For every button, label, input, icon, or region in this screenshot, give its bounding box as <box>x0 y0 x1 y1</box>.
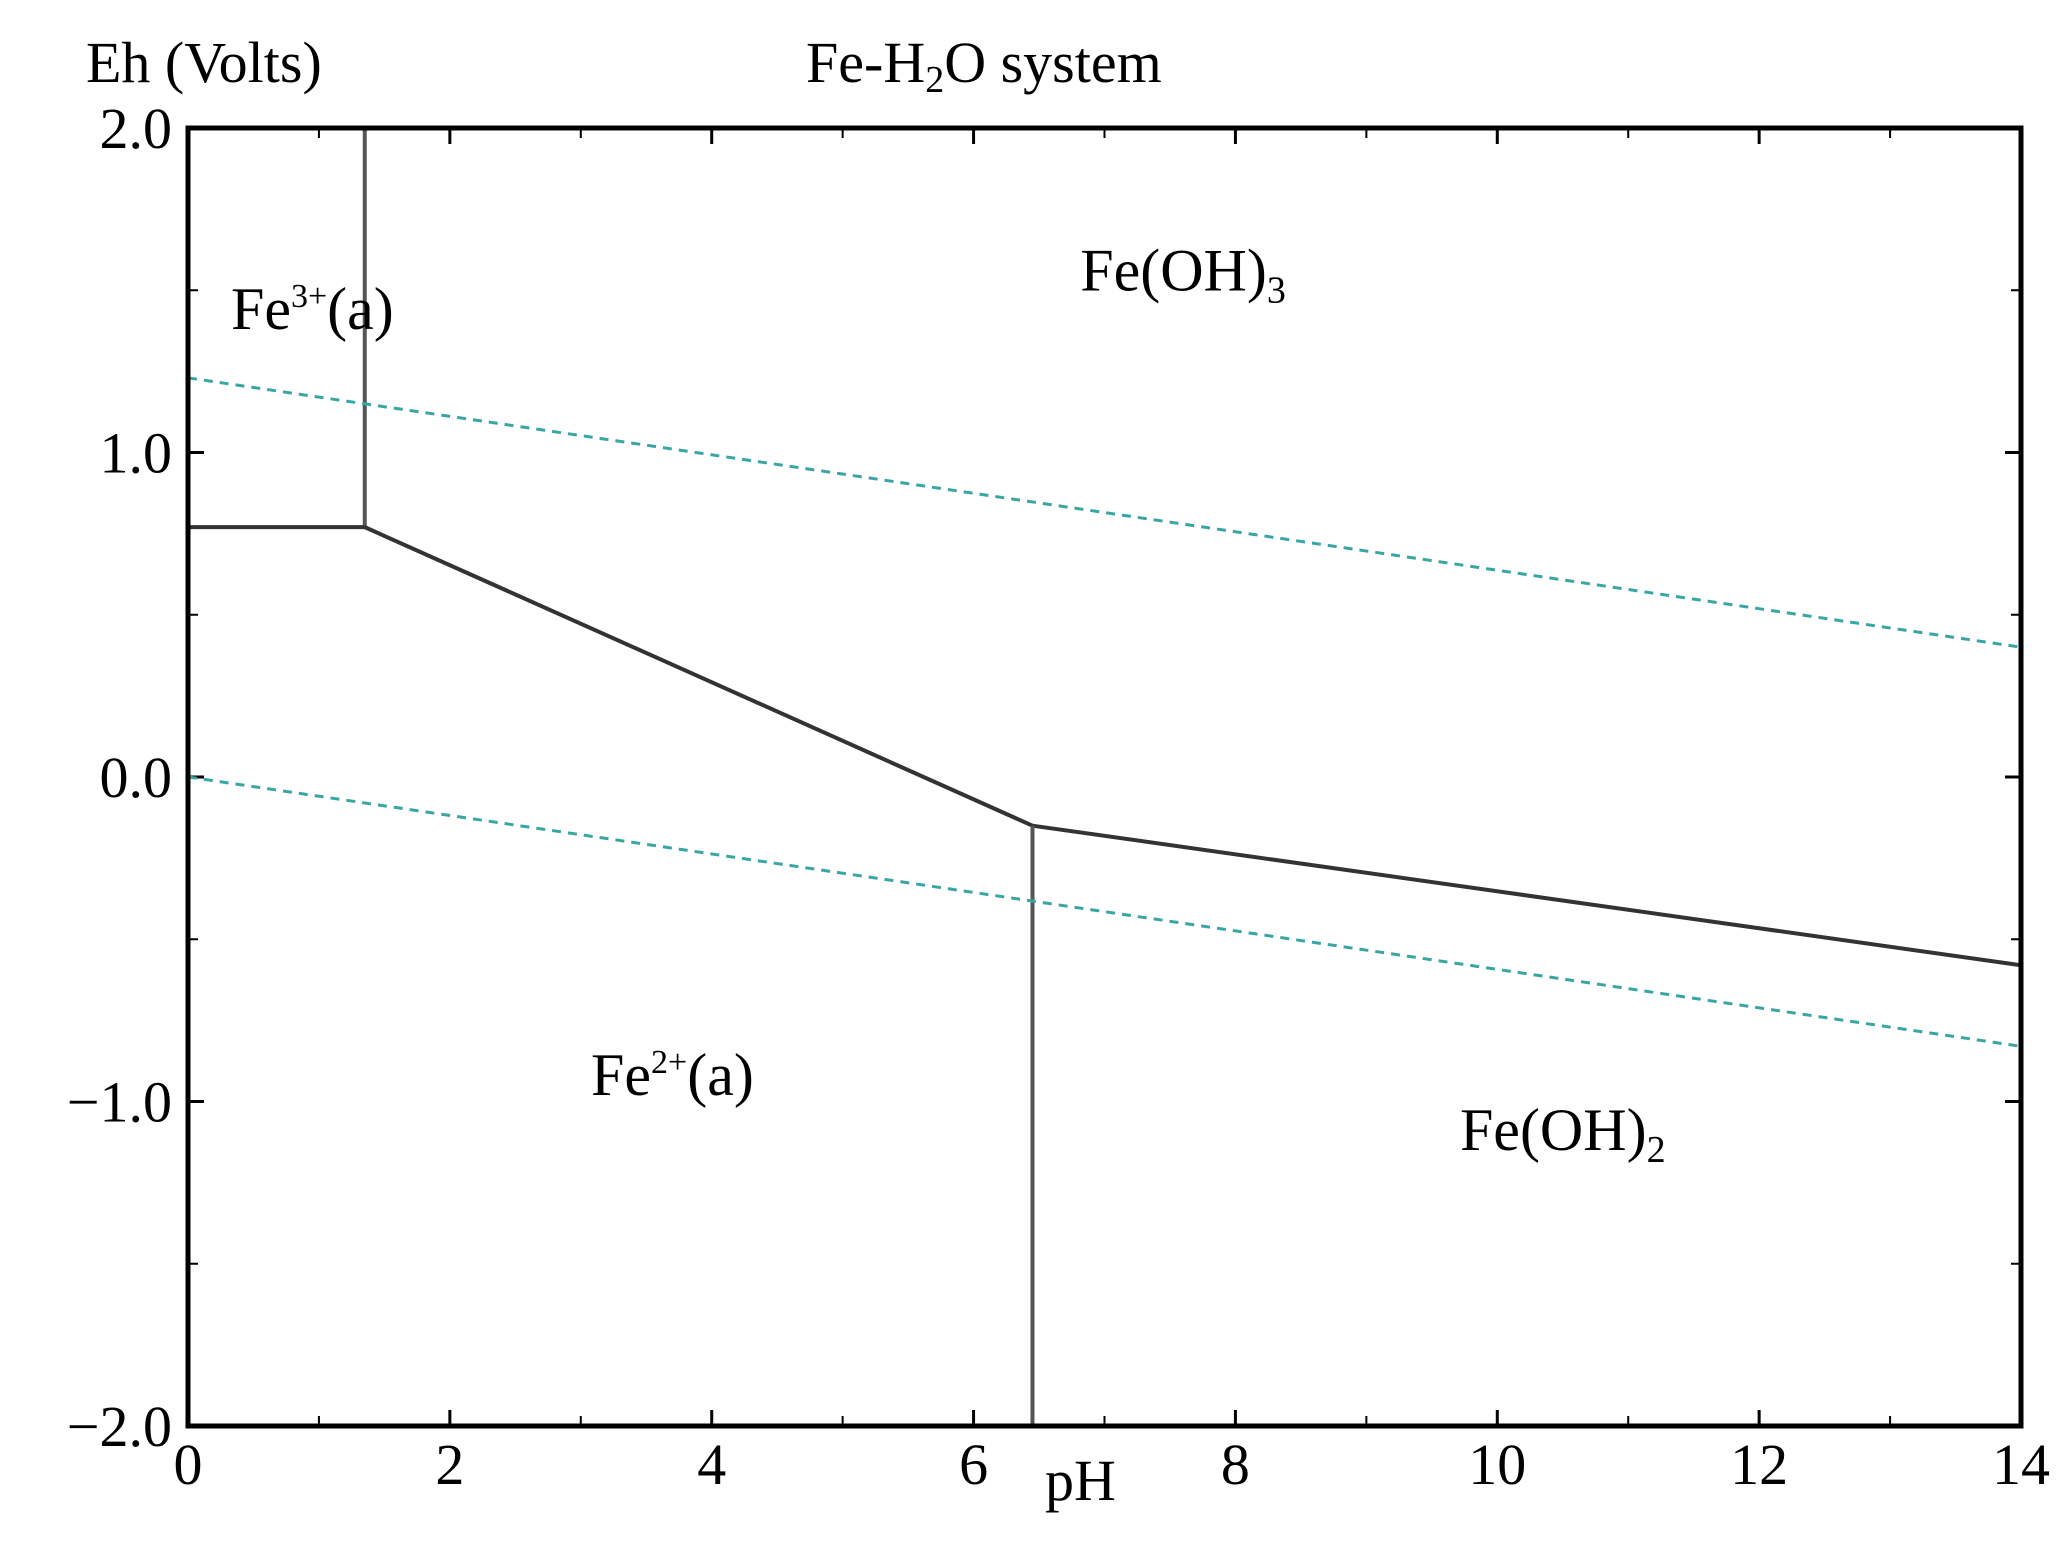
ticks-layer <box>186 126 2023 1428</box>
x-axis-title: pH <box>1045 1448 1116 1513</box>
x-tick-label: 0 <box>174 1432 203 1497</box>
region-label-suffix: (a) <box>687 1042 754 1108</box>
y-tick-label: 1.0 <box>100 421 173 486</box>
water-stability-line <box>187 376 2022 649</box>
chart-title: Fe-H2O system <box>806 30 1162 101</box>
x-tick-label: 6 <box>959 1432 988 1497</box>
region-label: Fe3+(a) <box>231 276 394 342</box>
phase-boundary-line <box>363 525 1034 828</box>
region-label: Fe(OH)3 <box>1080 237 1286 311</box>
region-label-superscript: 2+ <box>651 1044 687 1081</box>
plot-frame <box>185 125 2024 1429</box>
tick-labels-layer: 0 2 4 6 8 10 12 14 2.0 1.0 0.0 −1.0 −2.0 <box>67 96 2050 1497</box>
region-label-base: Fe <box>231 276 291 342</box>
region-label-subscript: 2 <box>1647 1129 1666 1171</box>
y-axis-title: Eh (Volts) <box>86 30 322 95</box>
y-tick-label: 0.0 <box>100 745 173 810</box>
region-label: Fe2+(a) <box>591 1042 754 1108</box>
x-tick-label: 10 <box>1468 1432 1526 1497</box>
region-label-base: Fe(OH) <box>1460 1097 1647 1163</box>
y-tick-label: −1.0 <box>67 1070 172 1135</box>
x-tick-label: 2 <box>435 1432 464 1497</box>
region-label-base: Fe(OH) <box>1080 237 1267 303</box>
boundary-lines-layer <box>187 128 2022 1426</box>
region-label: Fe(OH)2 <box>1460 1097 1666 1171</box>
phase-boundary-line <box>1032 823 2022 968</box>
y-tick-label: −2.0 <box>67 1394 172 1459</box>
x-tick-label: 8 <box>1221 1432 1250 1497</box>
x-tick-label: 12 <box>1730 1432 1788 1497</box>
region-label-superscript: 3+ <box>291 278 327 315</box>
region-label-subscript: 3 <box>1267 269 1286 311</box>
y-tick-label: 2.0 <box>100 96 173 161</box>
region-label-base: Fe <box>591 1042 651 1108</box>
x-tick-label: 4 <box>697 1432 726 1497</box>
water-stability-line <box>187 775 2022 1048</box>
x-tick-label: 14 <box>1992 1432 2050 1497</box>
region-label-suffix: (a) <box>327 276 394 342</box>
